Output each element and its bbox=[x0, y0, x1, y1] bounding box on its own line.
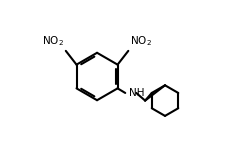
Text: NO$_2$: NO$_2$ bbox=[42, 34, 64, 48]
Text: NO$_2$: NO$_2$ bbox=[130, 34, 152, 48]
Text: NH: NH bbox=[129, 88, 144, 98]
